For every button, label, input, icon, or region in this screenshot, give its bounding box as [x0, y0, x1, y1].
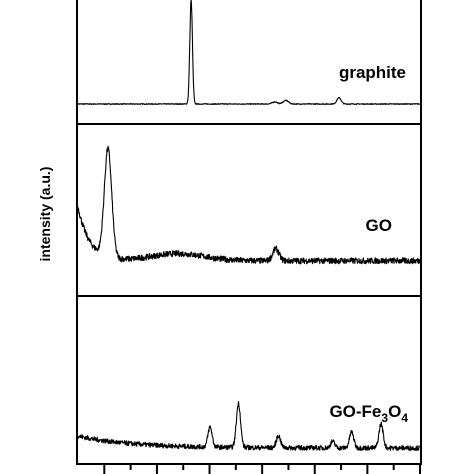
panel-label-go-fe3o4: GO-Fe3O4 [329, 402, 408, 425]
panel-label-graphite: graphite [339, 63, 406, 82]
panel-label-go: GO [366, 216, 392, 235]
trace-go [77, 145, 421, 265]
label-part-go-fe: GO-Fe [329, 402, 381, 421]
label-sub-3: 3 [381, 411, 388, 425]
xrd-traces [77, 0, 421, 451]
plot-frame [76, 0, 422, 465]
label-sub-4: 4 [401, 411, 408, 425]
x-axis-ticks [103, 464, 421, 474]
label-part-o: O [388, 402, 401, 421]
trace-go-fe [77, 401, 421, 451]
y-axis-title: intensity (a.u.) [37, 167, 53, 262]
trace-graphite [77, 0, 421, 105]
